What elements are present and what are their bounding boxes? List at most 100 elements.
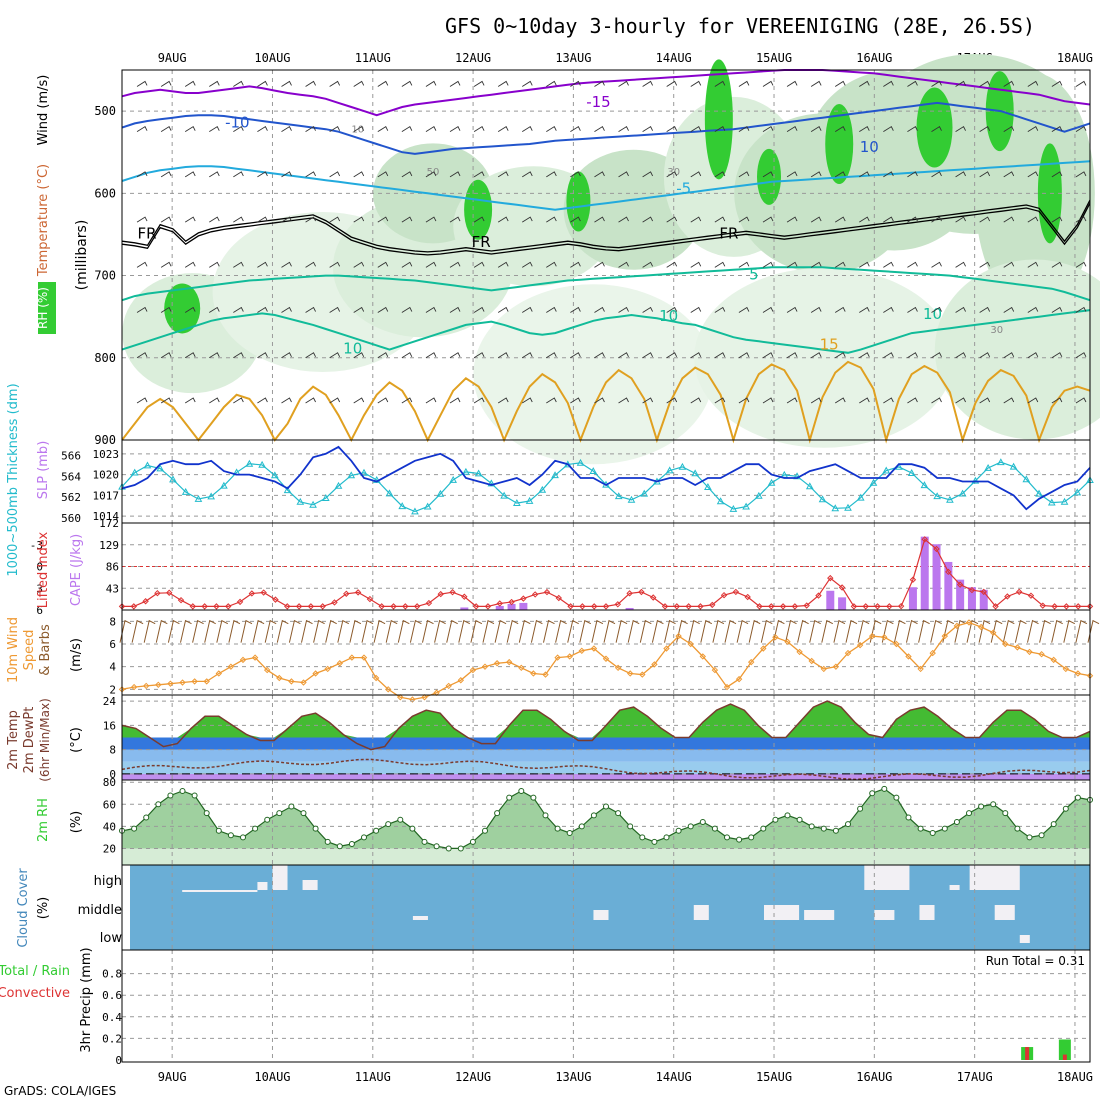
wind-barb (786, 80, 798, 87)
wind-barb (570, 306, 581, 313)
thickness-axis-label: 1000~500mb Thickness (dm) (6, 383, 21, 576)
wind-barb (281, 126, 292, 133)
thickness-marker (933, 492, 942, 500)
rh-high-patch (825, 104, 854, 184)
thickness-marker (220, 481, 228, 489)
wind-barb (233, 80, 244, 87)
wind-barb (546, 397, 557, 404)
wind-barb (377, 80, 389, 87)
wind-barb (762, 171, 774, 178)
wind-barb (401, 397, 413, 404)
wind-barb (209, 306, 220, 313)
wind-barb (546, 216, 557, 223)
rh-high-patch (916, 87, 953, 168)
rh-marker (361, 834, 367, 841)
lifted-index-marker (626, 590, 633, 597)
top-date-label: 18AUG (1057, 51, 1093, 65)
rh-marker (724, 834, 730, 841)
lifted-index-marker (1004, 593, 1011, 600)
wind-barb (859, 171, 870, 178)
surface-wind-barb (700, 619, 713, 643)
wind-speed-marker (191, 678, 198, 685)
wind-barb (594, 80, 605, 87)
wind-barb (931, 397, 942, 404)
wind-barb (834, 80, 846, 87)
cape-tick-label: 86 (106, 561, 119, 574)
wind-barb (1027, 126, 1039, 133)
precip-total-bar (1058, 1039, 1071, 1060)
thickness-marker (818, 495, 827, 503)
li-tick-label: 0 (36, 561, 43, 574)
wind-barb (1003, 80, 1015, 87)
freezing-level-line (121, 202, 1091, 256)
wind-barb (762, 80, 774, 87)
wind-barb (834, 216, 846, 223)
wind-speed-marker (336, 660, 344, 667)
surface-wind-barb (591, 619, 604, 643)
rh-marker (615, 810, 622, 817)
thickness-marker (704, 483, 712, 490)
wind-barb (642, 397, 654, 404)
wind-barb (281, 216, 292, 223)
wind-barb (883, 261, 894, 268)
wind-barb (1051, 306, 1063, 313)
rh-marker (421, 838, 428, 845)
wind-barb (618, 352, 629, 359)
wind-barb (955, 306, 966, 313)
precip-tick-label: 0.8 (102, 968, 122, 981)
wind-speed-marker (167, 680, 174, 687)
rh-marker (869, 790, 876, 797)
contour-label: 10 (343, 340, 362, 358)
contour-label: FR (719, 225, 738, 243)
lifted-index-marker (567, 603, 574, 610)
wind-barb (714, 80, 726, 87)
surface-wind-barb (930, 619, 942, 643)
temp-band-cool (122, 761, 1090, 774)
lifted-index-marker (260, 589, 267, 596)
lifted-index-marker (602, 603, 610, 610)
wind-barb (1075, 261, 1087, 268)
wind-barb (714, 397, 726, 404)
wind-barb (257, 306, 268, 313)
wind-barb (1003, 171, 1015, 178)
wind-barb (666, 352, 678, 359)
wind-barb (1003, 216, 1015, 223)
wind-speed-marker (772, 633, 779, 641)
wind-barb (425, 171, 437, 178)
wind-barb (377, 397, 389, 404)
wind-barb (1051, 397, 1063, 404)
rh-marker (893, 794, 900, 801)
cloud-block (182, 890, 258, 892)
run-total-label: Run Total = 0.31 (986, 954, 1085, 968)
cloud-block (272, 865, 288, 890)
wind-speed-marker (663, 645, 670, 652)
wind-barb (160, 126, 172, 133)
wind-barb (184, 306, 196, 313)
precip-tick-label: 0.4 (102, 1011, 122, 1024)
lifted-index-marker (992, 603, 999, 610)
thickness-marker (1022, 475, 1031, 483)
wind-barb (834, 397, 846, 404)
rh2m-axis-label: 2m RH (36, 798, 51, 842)
surface-wind-barb (978, 619, 991, 643)
rh-high-patch (704, 59, 733, 180)
lifted-index-marker (968, 586, 976, 594)
temp-tick-label: 24 (103, 695, 117, 708)
surface-wind-barb (543, 619, 555, 643)
top-date-label: 11AUG (355, 51, 391, 65)
thickness-marker (627, 495, 636, 503)
rh-marker (203, 810, 210, 817)
contour-label: FR (472, 233, 491, 251)
wind-barb (666, 306, 678, 313)
thickness-marker (665, 466, 674, 474)
lifted-index-marker (956, 581, 964, 588)
wind-barb (473, 171, 485, 178)
lifted-index-marker (638, 588, 645, 596)
wind-barb (160, 352, 172, 359)
wind-barb (136, 126, 148, 133)
thickness-marker (474, 469, 483, 477)
wind-speed-marker (481, 663, 489, 670)
wind-barb (473, 352, 485, 359)
wind-barb (546, 306, 557, 313)
slp-tick-label: 1023 (93, 448, 120, 461)
